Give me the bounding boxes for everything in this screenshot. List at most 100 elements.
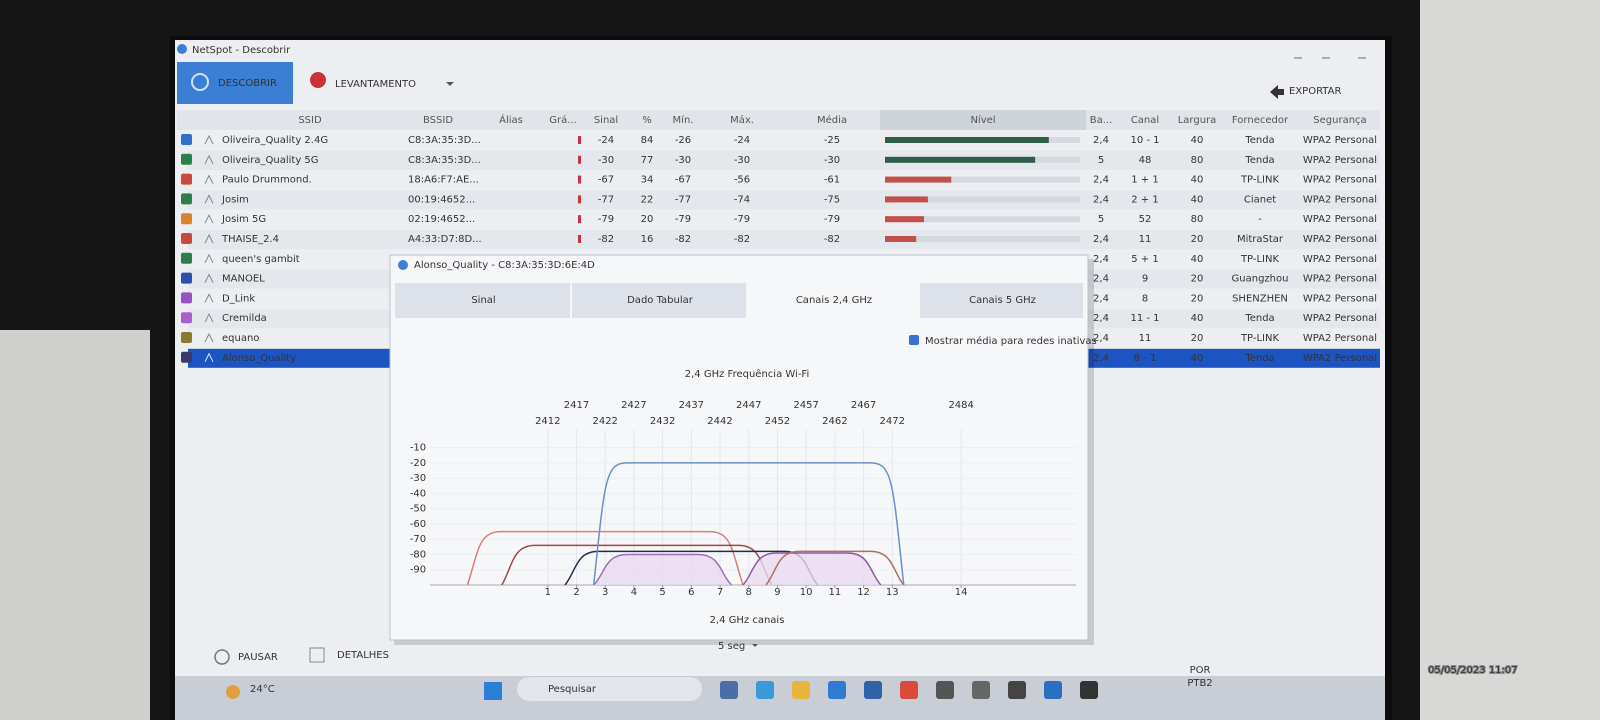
canal: 8	[1142, 293, 1148, 304]
row-checkbox[interactable]	[181, 351, 192, 363]
taskbar-app[interactable]	[864, 681, 882, 699]
fornecedor: Tenda	[1244, 353, 1274, 364]
sinal: -24	[598, 135, 614, 146]
window-title: NetSpot - Descobrir	[192, 45, 291, 56]
column-header[interactable]: Fornecedor	[1232, 115, 1289, 126]
band: 2,4	[1093, 254, 1109, 265]
column-header[interactable]: Segurança	[1313, 115, 1366, 126]
tab[interactable]	[920, 283, 1083, 318]
canal: 11	[1139, 333, 1152, 344]
min: -26	[675, 135, 691, 146]
largura: 20	[1191, 234, 1204, 245]
search-box[interactable]	[517, 677, 702, 701]
x-tick-label: 9	[774, 587, 780, 598]
row-checkbox[interactable]	[181, 292, 192, 304]
discover-button[interactable]	[177, 62, 293, 104]
fornecedor: TP-LINK	[1240, 175, 1280, 186]
search-label[interactable]: Pesquisar	[548, 684, 597, 695]
column-header[interactable]: Nível	[970, 114, 995, 126]
column-header[interactable]: %	[642, 115, 652, 126]
checkbox[interactable]	[909, 335, 919, 345]
row-checkbox[interactable]	[181, 252, 192, 264]
row-checkbox[interactable]	[181, 272, 192, 284]
freq-label: 2417	[564, 400, 589, 411]
band: 2,4	[1093, 135, 1109, 146]
fornecedor: TP-LINK	[1240, 333, 1280, 344]
ssid: Paulo Drummond.	[222, 175, 312, 186]
column-header[interactable]: SSID	[298, 115, 322, 126]
wifi-icon	[204, 313, 214, 323]
band: 5	[1098, 214, 1104, 225]
column-header[interactable]: BSSID	[423, 115, 453, 126]
floor-tiles	[1420, 0, 1600, 720]
seguranca: WPA2 Personal	[1303, 353, 1377, 364]
row-checkbox[interactable]	[181, 134, 192, 145]
row-checkbox[interactable]	[181, 332, 192, 343]
taskbar-app[interactable]	[756, 681, 774, 699]
tab[interactable]	[395, 283, 570, 318]
seguranca: WPA2 Personal	[1303, 254, 1377, 265]
interval-value[interactable]: 5 seg	[718, 641, 745, 652]
tab-label[interactable]: Dado Tabular	[627, 295, 694, 306]
largura: 20	[1191, 333, 1204, 344]
sparkline	[578, 235, 581, 243]
tab[interactable]	[748, 283, 918, 318]
media: -61	[824, 175, 840, 186]
y-tick-label: -40	[410, 488, 426, 499]
taskbar-app[interactable]	[1080, 681, 1098, 699]
column-header[interactable]: Mín.	[673, 114, 694, 126]
taskbar-app[interactable]	[828, 681, 846, 699]
media: -82	[824, 234, 840, 245]
column-header[interactable]: Largura	[1178, 115, 1217, 126]
row-checkbox[interactable]	[181, 213, 192, 225]
column-header[interactable]: Canal	[1131, 115, 1159, 126]
details-label[interactable]: DETALHES	[337, 650, 389, 661]
row-checkbox[interactable]	[181, 233, 192, 244]
ssid: Oliveira_Quality 2.4G	[222, 135, 328, 146]
y-tick-label: -80	[410, 549, 426, 560]
taskbar-app[interactable]	[720, 681, 738, 699]
taskbar-app[interactable]	[792, 681, 810, 699]
seguranca: WPA2 Personal	[1303, 313, 1377, 324]
taskbar-app[interactable]	[936, 681, 954, 699]
column-header[interactable]: Álias	[499, 113, 523, 126]
taskbar-app[interactable]	[900, 681, 918, 699]
taskbar-app[interactable]	[972, 681, 990, 699]
media: -75	[824, 194, 840, 205]
tab[interactable]	[572, 283, 746, 318]
seguranca: WPA2 Personal	[1303, 214, 1377, 225]
pause-label[interactable]: PAUSAR	[238, 652, 278, 663]
row-checkbox[interactable]	[181, 173, 192, 185]
export-label[interactable]: EXPORTAR	[1289, 86, 1341, 97]
export-icon	[1270, 85, 1284, 99]
tab-label[interactable]: Sinal	[471, 295, 495, 306]
column-header[interactable]: Média	[817, 114, 847, 126]
survey-label[interactable]: LEVANTAMENTO	[335, 79, 416, 90]
pct: 20	[641, 214, 654, 225]
sinal: -79	[598, 214, 614, 225]
taskbar-app[interactable]	[1008, 681, 1026, 699]
column-header[interactable]: Máx.	[730, 114, 754, 126]
column-header[interactable]: Ba...	[1090, 115, 1113, 126]
column-header[interactable]: Sinal	[594, 115, 618, 126]
start-button[interactable]	[484, 682, 502, 700]
sinal: -77	[598, 194, 614, 205]
checkbox-label[interactable]: Mostrar média para redes inativas	[925, 335, 1097, 347]
level-track	[885, 196, 1080, 203]
min: -30	[675, 155, 691, 166]
media: -25	[824, 135, 840, 146]
tab-label[interactable]: Canais 5 GHz	[969, 295, 1036, 306]
dropdown-arrow	[446, 82, 454, 86]
largura: 40	[1191, 313, 1204, 324]
fornecedor: Tenda	[1244, 155, 1274, 166]
row-checkbox[interactable]	[181, 193, 192, 205]
canal: 48	[1139, 155, 1152, 166]
taskbar-app[interactable]	[1044, 681, 1062, 699]
row-checkbox[interactable]	[181, 153, 192, 165]
pct: 34	[641, 175, 654, 186]
column-header[interactable]: Grá...	[549, 114, 577, 126]
tab-label[interactable]: Canais 2,4 GHz	[796, 295, 872, 306]
wifi-icon	[204, 352, 214, 363]
row-checkbox[interactable]	[181, 312, 192, 324]
ssid: Oliveira_Quality 5G	[222, 155, 319, 166]
